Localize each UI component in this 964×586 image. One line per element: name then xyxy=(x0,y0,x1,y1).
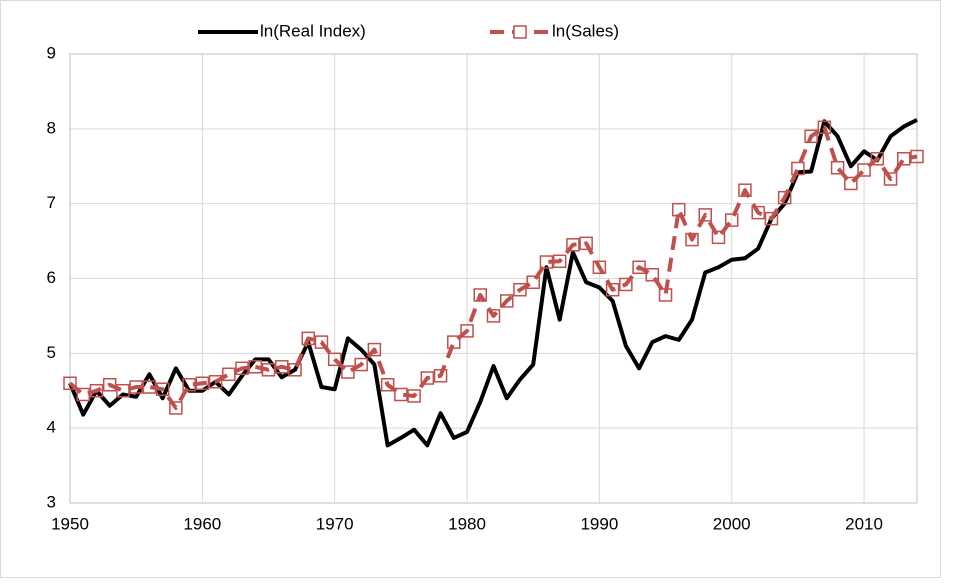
point-marker xyxy=(513,282,527,297)
point-marker xyxy=(724,213,739,227)
y-tick-label: 6 xyxy=(47,268,56,287)
point-marker xyxy=(301,331,315,346)
point-marker xyxy=(566,238,580,252)
point-marker xyxy=(129,380,143,394)
point-marker xyxy=(261,363,276,377)
y-tick-label: 7 xyxy=(47,193,56,212)
point-marker xyxy=(182,378,196,392)
point-marker xyxy=(897,152,911,166)
x-tick-label: 1960 xyxy=(183,514,221,533)
point-marker xyxy=(433,369,448,383)
point-marker xyxy=(116,384,130,398)
x-tick-label: 1970 xyxy=(316,514,354,533)
point-marker xyxy=(605,282,620,297)
point-marker xyxy=(804,129,818,144)
point-marker xyxy=(883,172,898,186)
point-marker xyxy=(327,352,342,367)
x-tick-label: 1980 xyxy=(448,514,486,533)
x-tick-label: 1990 xyxy=(580,514,618,533)
point-marker xyxy=(499,294,514,308)
point-marker xyxy=(817,120,832,135)
point-marker xyxy=(420,371,435,385)
legend-label: ln(Real Index) xyxy=(260,21,366,40)
point-marker xyxy=(341,365,355,379)
series-line xyxy=(68,125,918,410)
point-marker xyxy=(738,183,752,197)
point-marker xyxy=(539,255,554,269)
point-marker xyxy=(222,367,236,382)
point-marker xyxy=(89,384,104,398)
point-marker xyxy=(354,357,368,372)
point-marker xyxy=(830,160,845,175)
point-marker xyxy=(473,288,488,302)
point-marker xyxy=(460,324,474,338)
point-marker xyxy=(486,309,501,323)
point-marker xyxy=(102,378,117,392)
point-marker xyxy=(394,387,408,402)
point-marker xyxy=(844,176,858,191)
point-marker xyxy=(711,230,726,245)
point-marker xyxy=(698,208,712,222)
point-marker xyxy=(672,202,686,217)
point-marker xyxy=(526,275,540,289)
point-marker xyxy=(248,360,263,374)
point-marker xyxy=(407,389,421,403)
point-marker xyxy=(155,382,170,397)
x-tick-label: 2000 xyxy=(713,514,751,533)
legend-marker xyxy=(513,25,527,39)
x-tick-label: 1950 xyxy=(51,514,89,533)
point-marker xyxy=(619,277,633,292)
point-marker xyxy=(764,211,779,226)
point-marker xyxy=(777,190,792,205)
point-marker xyxy=(552,254,567,269)
point-marker xyxy=(791,161,805,176)
point-marker xyxy=(169,401,183,415)
point-marker xyxy=(592,260,607,275)
point-marker xyxy=(910,149,924,164)
point-marker xyxy=(76,387,90,402)
point-marker xyxy=(195,376,210,391)
point-marker xyxy=(63,376,77,391)
plot-border xyxy=(69,53,918,504)
point-marker xyxy=(235,361,249,376)
point-marker xyxy=(685,232,699,247)
point-marker xyxy=(751,205,765,220)
y-tick-label: 4 xyxy=(47,418,56,437)
point-marker xyxy=(275,360,289,374)
point-marker xyxy=(288,363,302,377)
legend-label: ln(Sales) xyxy=(552,21,619,40)
point-marker xyxy=(380,378,395,392)
chart-border xyxy=(0,0,941,578)
point-marker xyxy=(645,268,660,282)
y-tick-label: 5 xyxy=(47,343,56,362)
x-tick-label: 2010 xyxy=(845,514,883,533)
y-tick-label: 3 xyxy=(47,492,56,511)
point-marker xyxy=(857,163,871,177)
point-marker xyxy=(314,335,329,349)
point-marker xyxy=(870,152,885,166)
point-marker xyxy=(208,375,223,389)
point-marker xyxy=(367,342,382,357)
y-tick-label: 8 xyxy=(47,118,56,137)
point-marker xyxy=(632,260,646,275)
point-marker xyxy=(142,380,157,394)
point-marker xyxy=(447,335,461,349)
y-tick-label: 9 xyxy=(47,43,56,62)
point-marker xyxy=(579,236,593,251)
point-marker xyxy=(658,288,673,302)
